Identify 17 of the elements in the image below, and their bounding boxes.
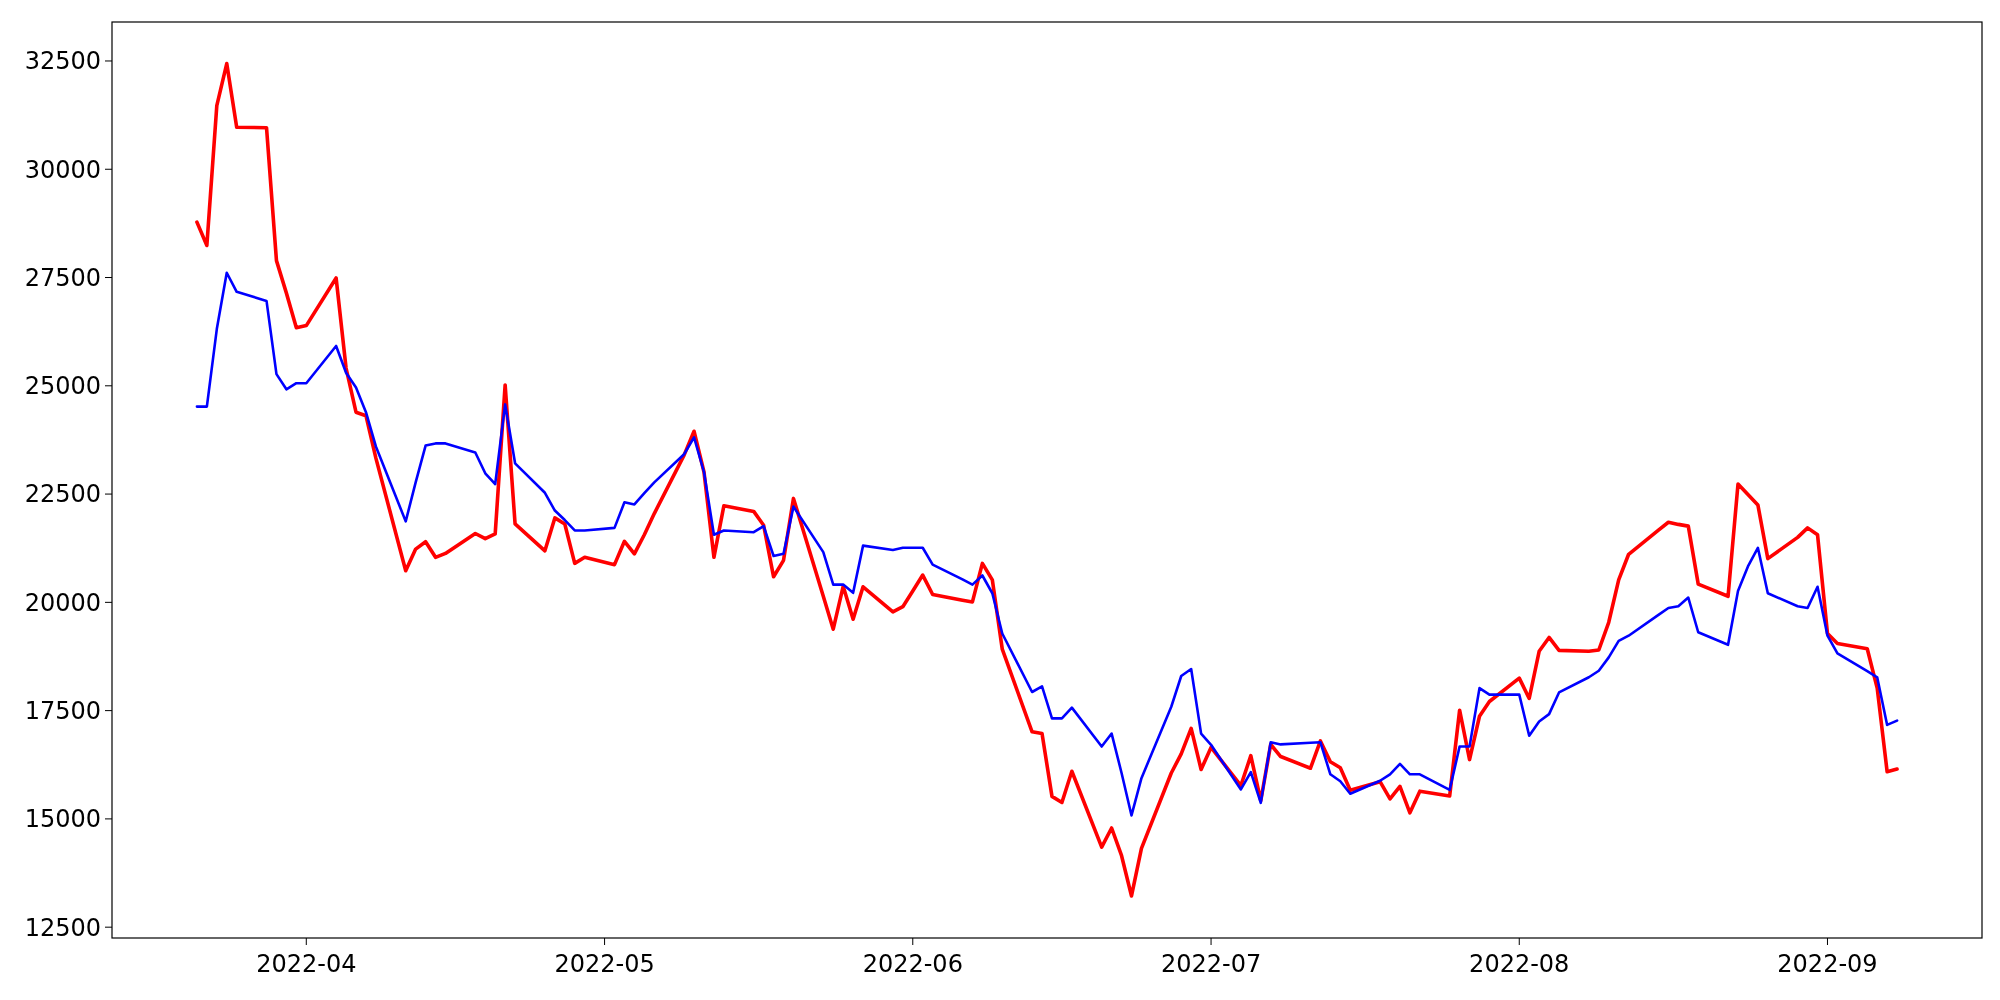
line-series	[195, 271, 1899, 817]
y-tick-label: 25000	[24, 372, 101, 401]
y-tick-label: 15000	[24, 805, 101, 834]
x-tick-label: 2022-09	[1777, 949, 1878, 978]
y-tick-label: 17500	[24, 697, 101, 726]
x-tick-label: 2022-04	[256, 949, 357, 978]
y-tick-label: 12500	[24, 913, 101, 942]
y-tick-label: 22500	[24, 480, 101, 509]
x-tick-label: 2022-06	[862, 949, 963, 978]
y-tick-label: 30000	[24, 155, 101, 184]
x-tick-label: 2022-05	[554, 949, 655, 978]
x-tick-label: 2022-07	[1160, 949, 1262, 978]
y-tick-label: 27500	[24, 263, 101, 292]
y-tick-label: 20000	[24, 588, 101, 617]
x-tick-label: 2022-08	[1469, 949, 1570, 978]
line-series	[195, 61, 1899, 898]
y-tick-label: 32500	[24, 47, 101, 76]
